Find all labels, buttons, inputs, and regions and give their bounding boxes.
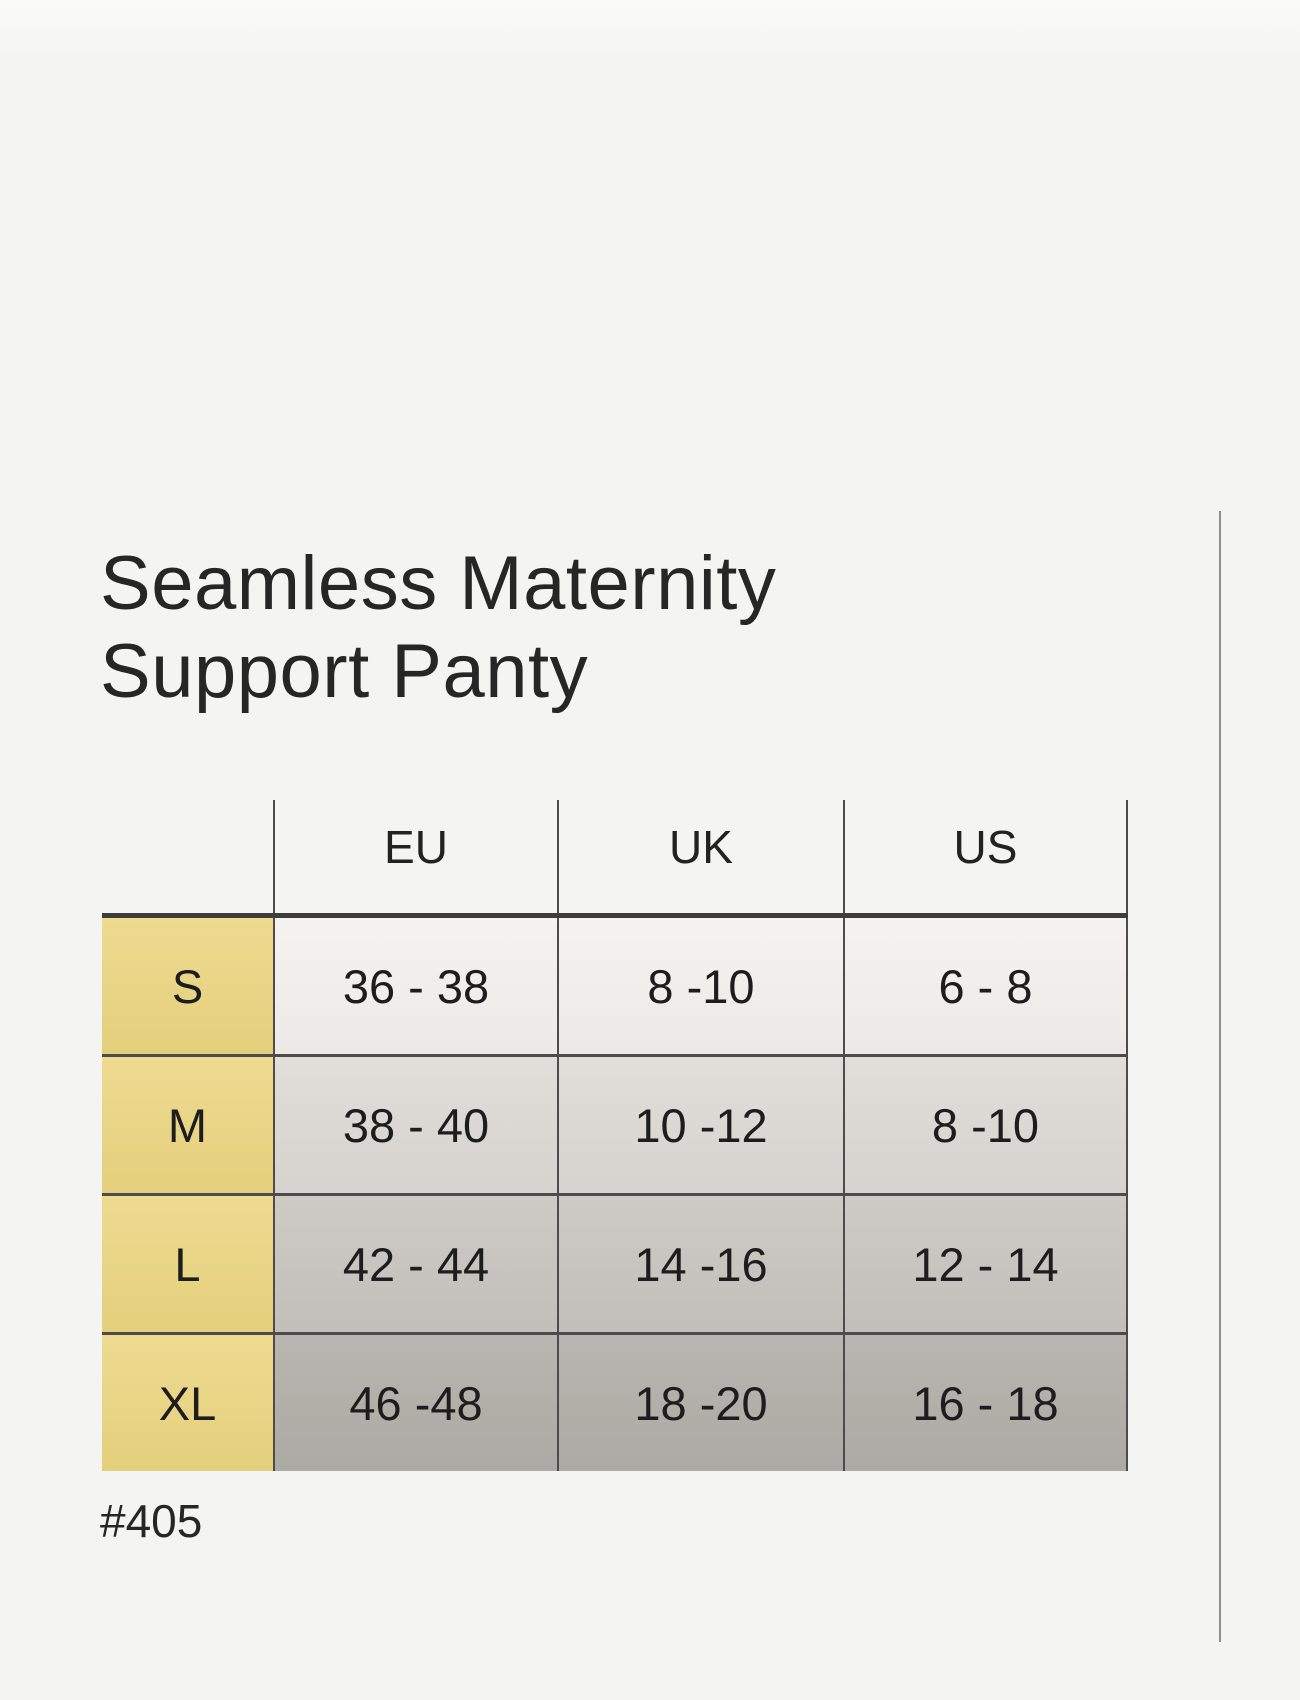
product-title-line2: Support Panty (100, 629, 589, 714)
table-row-xl: XL 46 -48 18 -20 16 - 18 (102, 1335, 1128, 1471)
product-title: Seamless Maternity Support Panty (100, 540, 776, 716)
column-header-us: US (843, 800, 1128, 913)
product-code: #405 (100, 1495, 203, 1547)
size-label-s: S (102, 918, 273, 1054)
size-chart-table: S 36 - 38 8 -10 6 - 8 M 38 - 40 10 -12 8… (102, 913, 1128, 1471)
cell-s-eu: 36 - 38 (273, 918, 557, 1054)
cell-l-uk: 14 -16 (557, 1196, 843, 1332)
table-row-s: S 36 - 38 8 -10 6 - 8 (102, 918, 1128, 1057)
product-title-line1: Seamless Maternity (100, 541, 777, 626)
size-label-m: M (102, 1057, 273, 1193)
corner-spacer-cell (102, 800, 273, 913)
table-row-l: L 42 - 44 14 -16 12 - 14 (102, 1196, 1128, 1335)
right-edge-divider-line (1219, 511, 1221, 1642)
cell-m-eu: 38 - 40 (273, 1057, 557, 1193)
cell-l-eu: 42 - 44 (273, 1196, 557, 1332)
column-header-eu: EU (273, 800, 557, 913)
cell-s-uk: 8 -10 (557, 918, 843, 1054)
cell-l-us: 12 - 14 (843, 1196, 1128, 1332)
cell-xl-eu: 46 -48 (273, 1335, 557, 1471)
cell-xl-uk: 18 -20 (557, 1335, 843, 1471)
table-row-m: M 38 - 40 10 -12 8 -10 (102, 1057, 1128, 1196)
size-label-xl: XL (102, 1335, 273, 1471)
cell-m-us: 8 -10 (843, 1057, 1128, 1193)
cell-s-us: 6 - 8 (843, 918, 1128, 1054)
cell-xl-us: 16 - 18 (843, 1335, 1128, 1471)
column-header-uk: UK (557, 800, 843, 913)
cell-m-uk: 10 -12 (557, 1057, 843, 1193)
size-label-l: L (102, 1196, 273, 1332)
size-table-header: EU UK US (102, 800, 1128, 913)
